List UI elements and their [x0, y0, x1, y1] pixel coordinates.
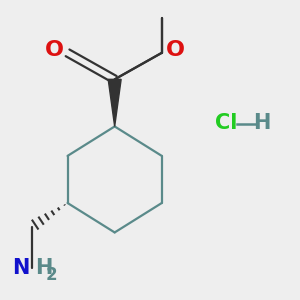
Text: H: H	[35, 258, 52, 278]
Text: N: N	[12, 258, 29, 278]
Text: 2: 2	[46, 266, 57, 284]
Text: Cl: Cl	[215, 113, 238, 134]
Text: O: O	[166, 40, 184, 60]
Text: H: H	[253, 113, 271, 134]
Text: O: O	[45, 40, 64, 60]
Polygon shape	[108, 79, 121, 126]
